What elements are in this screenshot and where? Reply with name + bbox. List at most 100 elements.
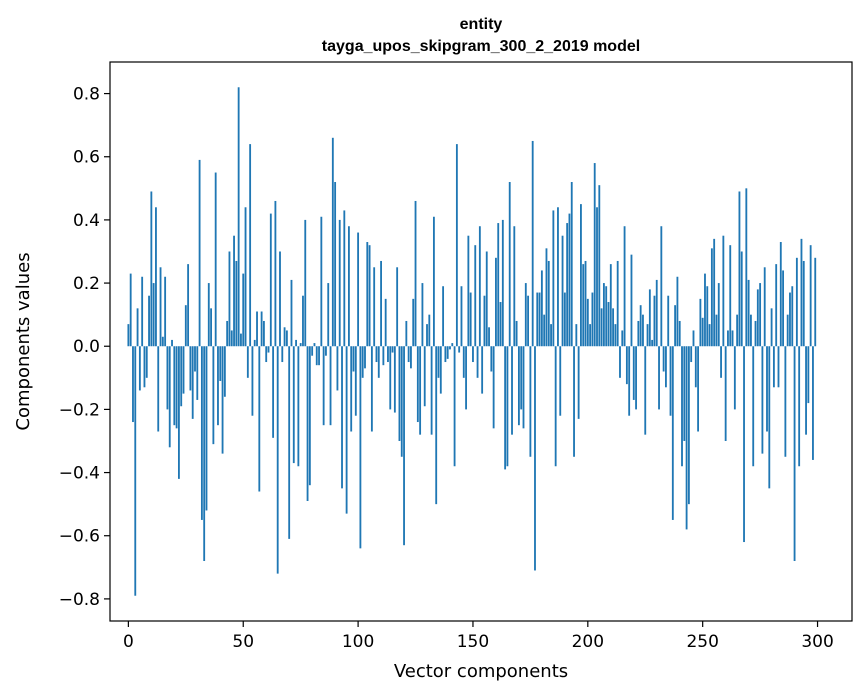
bar-60 <box>265 346 268 363</box>
bar-252 <box>706 286 709 347</box>
y-tick-label-3: −0.2 <box>59 400 100 420</box>
bar-89 <box>331 137 334 347</box>
bar-203 <box>593 163 596 347</box>
bar-119 <box>400 346 403 457</box>
bar-176 <box>531 140 534 347</box>
bar-35 <box>207 283 210 347</box>
bar-149 <box>469 292 472 347</box>
bar-142 <box>453 346 456 467</box>
bar-40 <box>219 346 222 381</box>
bar-230 <box>655 279 658 347</box>
bar-299 <box>814 257 817 347</box>
bar-100 <box>357 232 360 347</box>
bar-200 <box>586 298 589 347</box>
bar-115 <box>391 346 394 353</box>
bar-168 <box>513 226 516 347</box>
bar-253 <box>708 324 711 347</box>
bar-2 <box>132 346 134 423</box>
bar-290 <box>793 346 796 561</box>
bar-273 <box>754 320 757 347</box>
bar-109 <box>377 346 380 378</box>
bar-3 <box>134 346 137 596</box>
plot-area-frame <box>109 61 853 622</box>
bar-97 <box>350 346 353 432</box>
bar-222 <box>637 320 640 347</box>
bar-215 <box>621 330 624 347</box>
bar-93 <box>341 346 343 489</box>
bar-275 <box>759 283 762 347</box>
bar-13 <box>157 346 160 432</box>
bar-91 <box>336 346 339 391</box>
bar-136 <box>439 346 442 394</box>
y-tick-label-4: 0.0 <box>73 337 100 357</box>
x-tick-label-250: 250 <box>686 632 718 652</box>
bar-262 <box>729 245 732 347</box>
bar-248 <box>697 346 700 432</box>
bar-15 <box>161 336 164 347</box>
bar-43 <box>226 320 229 347</box>
bar-113 <box>387 346 389 363</box>
bar-159 <box>492 346 495 429</box>
bar-50 <box>242 273 245 347</box>
x-axis-label: Vector components <box>394 661 568 682</box>
x-tick-label-200: 200 <box>572 632 604 652</box>
chart-title-line-1: entity <box>460 16 503 33</box>
bar-236 <box>669 346 672 416</box>
bar-56 <box>256 311 258 347</box>
bar-182 <box>545 248 548 347</box>
bar-30 <box>196 346 199 400</box>
bar-70 <box>288 346 291 539</box>
bar-284 <box>779 242 782 347</box>
y-tick-label-8: 0.8 <box>73 85 100 105</box>
bar-86 <box>325 346 327 356</box>
bar-81 <box>313 343 316 347</box>
bar-153 <box>478 226 481 347</box>
bar-287 <box>786 314 789 347</box>
bar-87 <box>327 283 330 347</box>
bar-90 <box>334 182 337 347</box>
bar-181 <box>543 314 546 347</box>
bar-139 <box>446 346 449 359</box>
bar-96 <box>347 226 350 347</box>
bar-274 <box>756 289 759 347</box>
bar-217 <box>625 346 628 385</box>
bar-169 <box>515 320 518 347</box>
bar-278 <box>766 346 768 432</box>
bar-116 <box>393 346 396 413</box>
bar-223 <box>639 305 642 347</box>
bar-179 <box>538 292 541 347</box>
bar-44 <box>228 251 231 347</box>
bar-146 <box>462 346 465 378</box>
bar-79 <box>308 346 311 486</box>
bar-163 <box>501 219 504 347</box>
bar-192 <box>568 213 571 347</box>
bar-133 <box>432 216 435 347</box>
bar-138 <box>444 346 447 363</box>
bar-281 <box>772 346 775 388</box>
bar-207 <box>602 283 605 347</box>
bar-172 <box>522 346 525 429</box>
bar-292 <box>798 346 801 467</box>
bar-94 <box>343 210 346 347</box>
bar-178 <box>536 292 539 347</box>
bar-17 <box>166 346 169 410</box>
bar-294 <box>802 260 805 347</box>
bar-157 <box>488 327 490 347</box>
bar-49 <box>240 333 242 347</box>
bar-145 <box>460 286 463 347</box>
bar-239 <box>676 276 679 347</box>
bar-202 <box>591 292 594 347</box>
bar-231 <box>658 346 660 410</box>
bar-62 <box>269 213 272 347</box>
bar-42 <box>223 346 226 397</box>
bar-185 <box>552 210 555 347</box>
bar-257 <box>717 283 720 347</box>
bar-225 <box>644 346 647 435</box>
bar-105 <box>368 245 371 347</box>
bar-114 <box>389 346 392 410</box>
bar-204 <box>596 207 598 347</box>
bar-129 <box>423 346 426 407</box>
bar-16 <box>164 276 167 347</box>
bar-279 <box>768 346 771 489</box>
bar-4 <box>136 308 139 347</box>
